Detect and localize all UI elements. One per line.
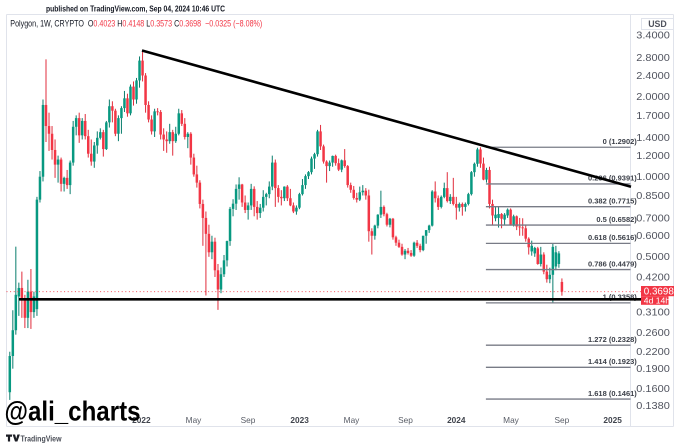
svg-text:published on TradingView.com,: published on TradingView.com, Sep 04, 20… (46, 4, 225, 13)
svg-text:0.1900: 0.1900 (636, 364, 670, 375)
svg-text:0.1380: 0.1380 (636, 401, 670, 412)
svg-text:0.5000: 0.5000 (636, 252, 670, 263)
svg-text:1.4000: 1.4000 (636, 133, 670, 144)
svg-text:2024: 2024 (447, 415, 466, 425)
svg-text:0.786 (0.4479): 0.786 (0.4479) (588, 259, 637, 268)
svg-text:0.5 (0.6582): 0.5 (0.6582) (596, 215, 637, 224)
svg-text:0 (1.2902): 0 (1.2902) (603, 137, 638, 146)
svg-text:1.0000: 1.0000 (636, 172, 670, 183)
svg-text:2022: 2022 (132, 415, 151, 425)
svg-text:Sep: Sep (555, 415, 570, 425)
svg-text:0.4200: 0.4200 (636, 272, 670, 283)
svg-text:0.3698: 0.3698 (644, 287, 674, 298)
svg-text:0.236 (0.9391): 0.236 (0.9391) (588, 174, 637, 183)
svg-text:Sep: Sep (241, 415, 256, 425)
svg-text:3.4000: 3.4000 (636, 31, 670, 42)
svg-text:0.6000: 0.6000 (636, 231, 670, 242)
svg-text:0.8500: 0.8500 (636, 191, 670, 202)
svg-text:0.3100: 0.3100 (636, 307, 670, 318)
svg-text:@ali_charts: @ali_charts (5, 396, 141, 427)
svg-text:1.618 (0.1461): 1.618 (0.1461) (588, 389, 637, 398)
svg-text:2.8000: 2.8000 (636, 53, 670, 64)
svg-text:4d 14h: 4d 14h (644, 295, 671, 305)
svg-text:0.2200: 0.2200 (636, 347, 670, 358)
svg-text:May: May (344, 415, 361, 425)
svg-text:USD: USD (648, 19, 667, 29)
svg-text:2.0000: 2.0000 (636, 92, 670, 103)
svg-text:Polygon, 1W, CRYPTO O0.4023 H: Polygon, 1W, CRYPTO O0.4023 H0.4148 L0.3… (10, 19, 262, 29)
svg-text:0.618 (0.5616): 0.618 (0.5616) (588, 233, 637, 242)
svg-text:0.2600: 0.2600 (636, 328, 670, 339)
svg-text:0.1600: 0.1600 (636, 384, 670, 395)
svg-text:2025: 2025 (603, 415, 622, 425)
svg-text:Sep: Sep (398, 415, 413, 425)
svg-text:2.4000: 2.4000 (636, 71, 670, 82)
svg-text:1.272 (0.2328): 1.272 (0.2328) (588, 335, 637, 344)
svg-text:1 (0.3358): 1 (0.3358) (603, 293, 638, 302)
svg-text:May: May (503, 415, 520, 425)
svg-text:TradingView: TradingView (21, 433, 62, 443)
svg-text:0.7000: 0.7000 (636, 213, 670, 224)
svg-text:May: May (186, 415, 203, 425)
svg-text:1.7000: 1.7000 (636, 111, 670, 122)
svg-text:1.414 (0.1923): 1.414 (0.1923) (588, 357, 637, 366)
svg-text:0.382 (0.7715): 0.382 (0.7715) (588, 196, 637, 205)
svg-text:1.2000: 1.2000 (636, 151, 670, 162)
svg-text:2023: 2023 (290, 415, 309, 425)
